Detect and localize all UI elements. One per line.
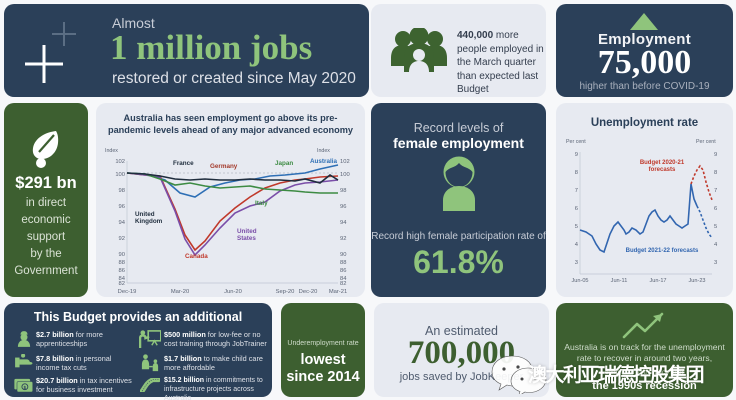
svg-text:United: United [135, 211, 155, 218]
svg-text:100: 100 [115, 172, 125, 178]
svg-text:98: 98 [119, 188, 125, 194]
svg-text:102: 102 [340, 159, 350, 165]
svg-text:France: France [173, 160, 194, 167]
svg-text:90: 90 [340, 252, 346, 258]
svg-text:5: 5 [575, 224, 578, 230]
svg-text:94: 94 [119, 220, 126, 226]
svg-text:5: 5 [714, 224, 717, 230]
svg-text:Jun-11: Jun-11 [611, 278, 628, 284]
svg-text:Germany: Germany [210, 163, 238, 170]
svg-text:Australia: Australia [310, 158, 337, 165]
svg-text:82: 82 [340, 281, 346, 287]
svg-text:86: 86 [119, 268, 125, 274]
svg-text:States: States [237, 235, 256, 242]
svg-text:Per cent: Per cent [696, 139, 716, 145]
svg-text:7: 7 [575, 188, 578, 194]
svg-text:92: 92 [340, 236, 346, 242]
svg-text:6: 6 [714, 206, 717, 212]
svg-text:9: 9 [714, 152, 717, 158]
svg-text:Index: Index [105, 148, 118, 154]
svg-text:8: 8 [575, 170, 578, 176]
svg-text:Per cent: Per cent [566, 139, 586, 145]
svg-text:4: 4 [575, 242, 579, 248]
svg-text:102: 102 [115, 159, 125, 165]
svg-text:94: 94 [340, 220, 347, 226]
svg-text:96: 96 [119, 204, 125, 210]
svg-text:7: 7 [714, 188, 717, 194]
svg-text:Jun-20: Jun-20 [224, 289, 242, 295]
svg-text:Dec-19: Dec-19 [118, 289, 137, 295]
svg-text:3: 3 [714, 260, 717, 266]
svg-text:6: 6 [575, 206, 578, 212]
svg-text:100: 100 [340, 172, 350, 178]
svg-text:Budget 2021-22 forecasts: Budget 2021-22 forecasts [626, 248, 699, 254]
svg-text:3: 3 [575, 260, 578, 266]
svg-text:4: 4 [714, 242, 718, 248]
svg-text:8: 8 [714, 170, 717, 176]
svg-text:Index: Index [317, 148, 330, 154]
svg-text:Japan: Japan [275, 160, 293, 167]
svg-text:Kingdom: Kingdom [135, 218, 163, 225]
svg-text:98: 98 [340, 188, 346, 194]
svg-text:Canada: Canada [185, 253, 208, 260]
svg-text:90: 90 [119, 252, 125, 258]
svg-text:86: 86 [340, 268, 346, 274]
svg-text:United: United [237, 228, 257, 235]
svg-text:Mar-21: Mar-21 [329, 289, 347, 295]
svg-text:Jun-17: Jun-17 [649, 278, 666, 284]
svg-text:Jun-23: Jun-23 [688, 278, 705, 284]
svg-text:88: 88 [340, 260, 346, 266]
svg-text:9: 9 [575, 152, 578, 158]
svg-text:88: 88 [119, 260, 125, 266]
svg-text:Budget 2020-21: Budget 2020-21 [640, 160, 685, 166]
svg-text:92: 92 [119, 236, 125, 242]
svg-text:96: 96 [340, 204, 346, 210]
svg-text:Jun-05: Jun-05 [571, 278, 588, 284]
svg-text:forecasts: forecasts [649, 167, 676, 173]
svg-text:82: 82 [119, 281, 125, 287]
svg-text:Dec-20: Dec-20 [299, 289, 318, 295]
svg-text:Sep-20: Sep-20 [276, 289, 295, 295]
svg-text:Italy: Italy [255, 200, 268, 207]
svg-text:Mar-20: Mar-20 [171, 289, 189, 295]
